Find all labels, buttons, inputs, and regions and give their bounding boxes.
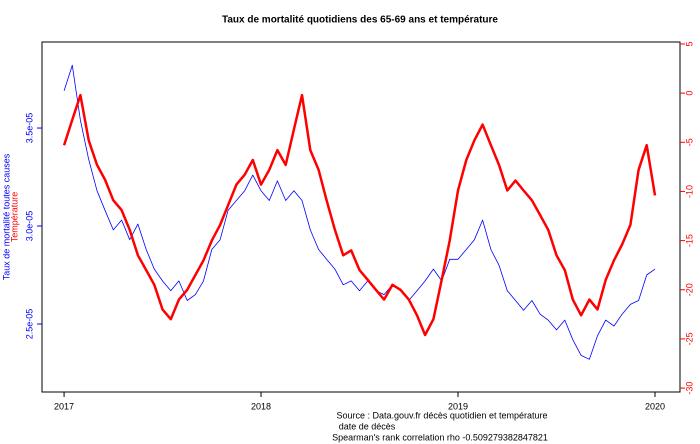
series-line [63,64,656,360]
y2-tick-label: -25 [684,332,694,345]
y2-tick-label: -15 [684,234,694,247]
y-tick-label: 2.5e-05 [24,309,34,340]
y2-tick-label: 5 [684,41,694,46]
y2-tick-label: -10 [684,185,694,198]
x-tick-label: 2018 [251,401,271,411]
series-line [62,93,657,337]
chart-title: Taux de mortalité quotidiens des 65-69 a… [222,15,498,26]
plot-frame [41,41,681,393]
y2-tick-label: 0 [684,91,694,96]
y2-tick-label: -5 [684,138,694,146]
y-tick-label: 3.0e-05 [24,211,34,242]
y-tick-label: 3.5e-05 [24,113,34,144]
x-tick-label: 2019 [448,401,468,411]
x-tick-label: 2017 [54,401,74,411]
y2-tick-label: -20 [684,283,694,296]
x-axis-label: date de décès [339,421,396,431]
annotation: Spearman's rank correlation rho -0.50927… [332,432,548,442]
y2-tick-label: -30 [684,382,694,395]
y2-axis-label: Température [9,192,19,243]
source-note: Source : Data.gouv.fr décès quotidien et… [337,410,548,420]
x-tick-label: 2020 [645,401,665,411]
y-axis-label: Taux de mortalité toutes causes [1,153,11,280]
